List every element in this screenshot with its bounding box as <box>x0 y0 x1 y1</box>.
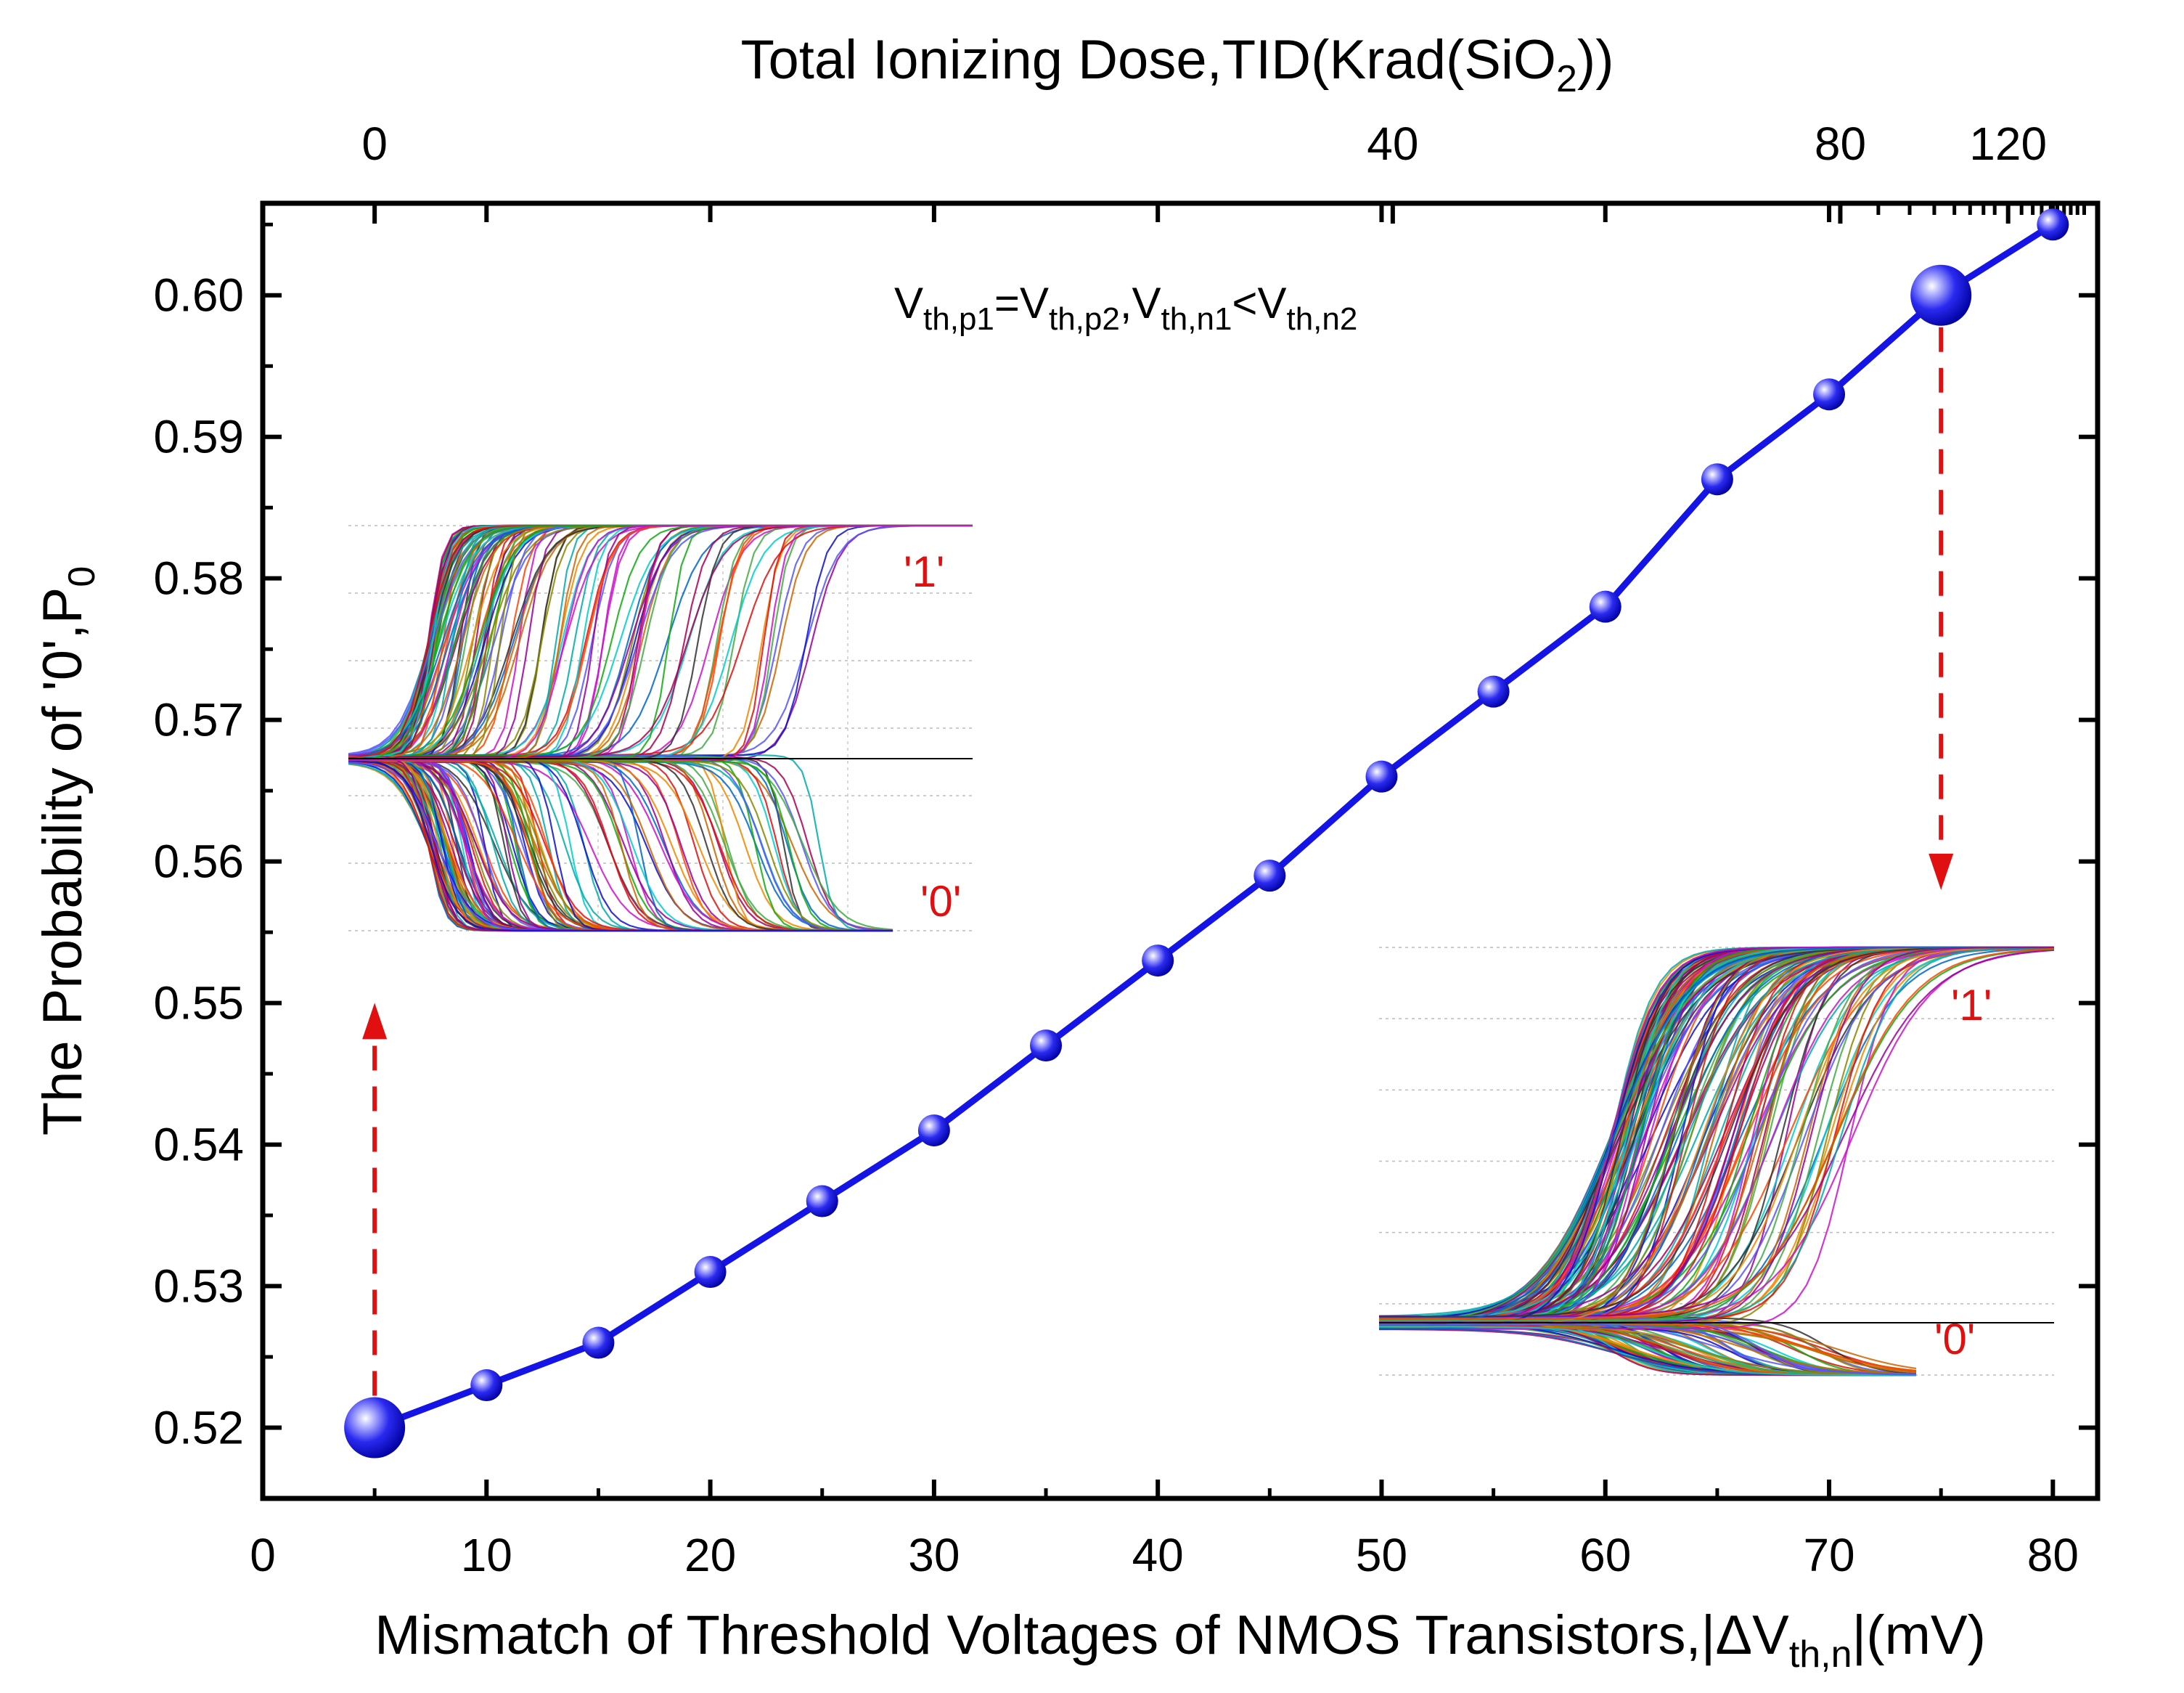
x-tick-label: 60 <box>1579 1529 1631 1581</box>
top-tick-label: 0 <box>361 118 388 170</box>
inset2-label-zero: '0' <box>1934 1315 1975 1363</box>
y-tick-label: 0.58 <box>153 552 244 605</box>
y-tick-label: 0.60 <box>153 269 244 322</box>
arrow-up-head <box>362 1003 388 1040</box>
x-tick-label: 30 <box>908 1529 960 1581</box>
inset-trace <box>1379 1326 1916 1376</box>
inset-trace <box>1378 946 2054 1328</box>
top-tick-label: 120 <box>1969 118 2047 170</box>
data-point <box>1701 463 1733 496</box>
condition-text: =V <box>994 279 1049 327</box>
arrow-down-head <box>1929 853 1954 890</box>
y-tick-label: 0.54 <box>153 1119 244 1171</box>
data-point <box>2037 208 2069 241</box>
data-point <box>470 1369 503 1402</box>
series-line-p0 <box>373 221 2055 1431</box>
data-point <box>1589 590 1621 623</box>
inset-trace <box>1379 1323 1917 1376</box>
axis-title-subscript: 2 <box>1556 58 1577 100</box>
axis-title-subscript: 0 <box>61 566 103 587</box>
data-point <box>1365 760 1398 793</box>
top-axis-ticks: 0 40 80 120 <box>361 118 2087 224</box>
condition-subscript: th,p1 <box>923 301 994 337</box>
condition-subscript: th,n1 <box>1161 301 1232 337</box>
axis-title-text: Total Ionizing Dose,TID(Krad(SiO <box>740 29 1556 91</box>
y-tick-label: 0.55 <box>153 977 244 1029</box>
axis-title-text: The Probability of '0',P <box>32 587 94 1136</box>
inset-trace <box>1379 947 2055 1320</box>
x-tick-label: 20 <box>684 1529 736 1581</box>
y-tick-label: 0.59 <box>153 411 244 463</box>
inset2-label-one: '1' <box>1951 981 1992 1029</box>
top-tick-label: 40 <box>1367 118 1418 170</box>
axis-title-text: |(mV) <box>1852 1604 1986 1666</box>
y-axis-ticks: 0.52 0.53 0.54 0.55 0.56 0.57 0.58 0.59 0.60 <box>153 222 2098 1454</box>
data-point <box>694 1256 727 1289</box>
x-axis-ticks: 0 10 20 30 40 50 60 70 80 <box>250 203 2079 1581</box>
data-point <box>1030 1029 1063 1062</box>
data-point <box>1477 675 1510 708</box>
inset-waveform-initial <box>348 524 973 932</box>
data-point <box>1813 378 1846 411</box>
x-tick-label: 0 <box>250 1529 276 1581</box>
inset1-label-zero: '0' <box>920 877 961 926</box>
y-tick-label: 0.57 <box>153 694 244 746</box>
data-point-highlight <box>344 1397 406 1459</box>
x-tick-label: 80 <box>2027 1529 2079 1581</box>
plot-frame <box>260 200 2101 1501</box>
inset1-label-one: '1' <box>904 547 944 596</box>
top-axis-title: Total Ionizing Dose,TID(Krad(SiO2)) <box>740 29 1614 100</box>
series-points <box>344 208 2069 1459</box>
axis-title-text: Mismatch of Threshold Voltages of NMOS T… <box>375 1604 1789 1666</box>
x-tick-label: 50 <box>1356 1529 1407 1581</box>
inset-trace <box>348 760 893 932</box>
x-tick-label: 70 <box>1803 1529 1854 1581</box>
data-point-highlight <box>1910 264 1972 326</box>
data-point <box>1142 945 1174 977</box>
inset-trace <box>348 524 973 762</box>
condition-text: <V <box>1232 279 1286 327</box>
condition-subscript: th,n2 <box>1286 301 1357 337</box>
condition-subscript: th,p2 <box>1049 301 1120 337</box>
axis-title-subscript: th,n <box>1789 1633 1852 1676</box>
data-point <box>1253 860 1286 892</box>
inset-waveform-irradiated <box>1378 946 2055 1376</box>
data-point <box>806 1185 838 1217</box>
condition-annotation: Vth,p1=Vth,p2,Vth,n1<Vth,n2 <box>894 279 1357 337</box>
top-tick-label: 80 <box>1815 118 1866 170</box>
inset-trace <box>1379 1316 1917 1376</box>
axis-title-text: )) <box>1577 29 1614 91</box>
y-tick-label: 0.52 <box>153 1402 244 1454</box>
x-tick-label: 10 <box>461 1529 512 1581</box>
condition-text: ,V <box>1120 279 1161 327</box>
data-point <box>582 1326 615 1359</box>
condition-text: V <box>894 279 923 327</box>
x-tick-label: 40 <box>1132 1529 1184 1581</box>
y-tick-label: 0.56 <box>153 836 244 888</box>
data-point <box>917 1114 950 1147</box>
y-tick-label: 0.53 <box>153 1260 244 1313</box>
y-axis-title: The Probability of '0',P0 <box>32 566 103 1136</box>
x-axis-title: Mismatch of Threshold Voltages of NMOS T… <box>375 1604 1986 1676</box>
